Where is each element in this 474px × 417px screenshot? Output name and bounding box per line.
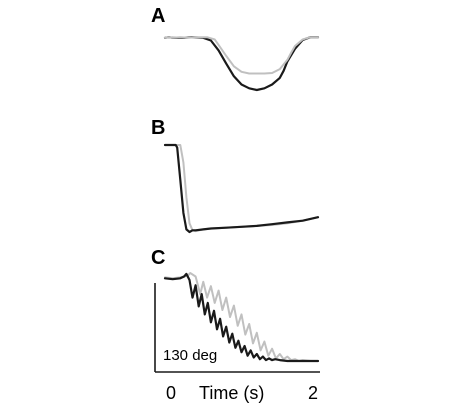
panel-c-dark-trace xyxy=(163,272,320,363)
panel-c-plot xyxy=(163,272,320,363)
panel-b-light-trace xyxy=(164,144,319,233)
x-tick-label-end: 2 xyxy=(308,383,318,403)
panel-a-plot xyxy=(163,36,320,92)
x-axis-label: Time (s) xyxy=(199,383,264,403)
panel-label-b: B xyxy=(151,117,165,139)
panel-b-plot xyxy=(163,143,320,234)
scale-bar-label: 130 deg xyxy=(163,347,217,364)
panel-a-light-trace xyxy=(164,36,319,75)
panel-label-a: A xyxy=(151,5,165,27)
panel-b-dark-trace xyxy=(163,143,320,234)
panel-c-light-trace xyxy=(164,272,319,362)
panel-label-c: C xyxy=(151,247,165,269)
x-tick-label-start: 0 xyxy=(166,383,176,403)
